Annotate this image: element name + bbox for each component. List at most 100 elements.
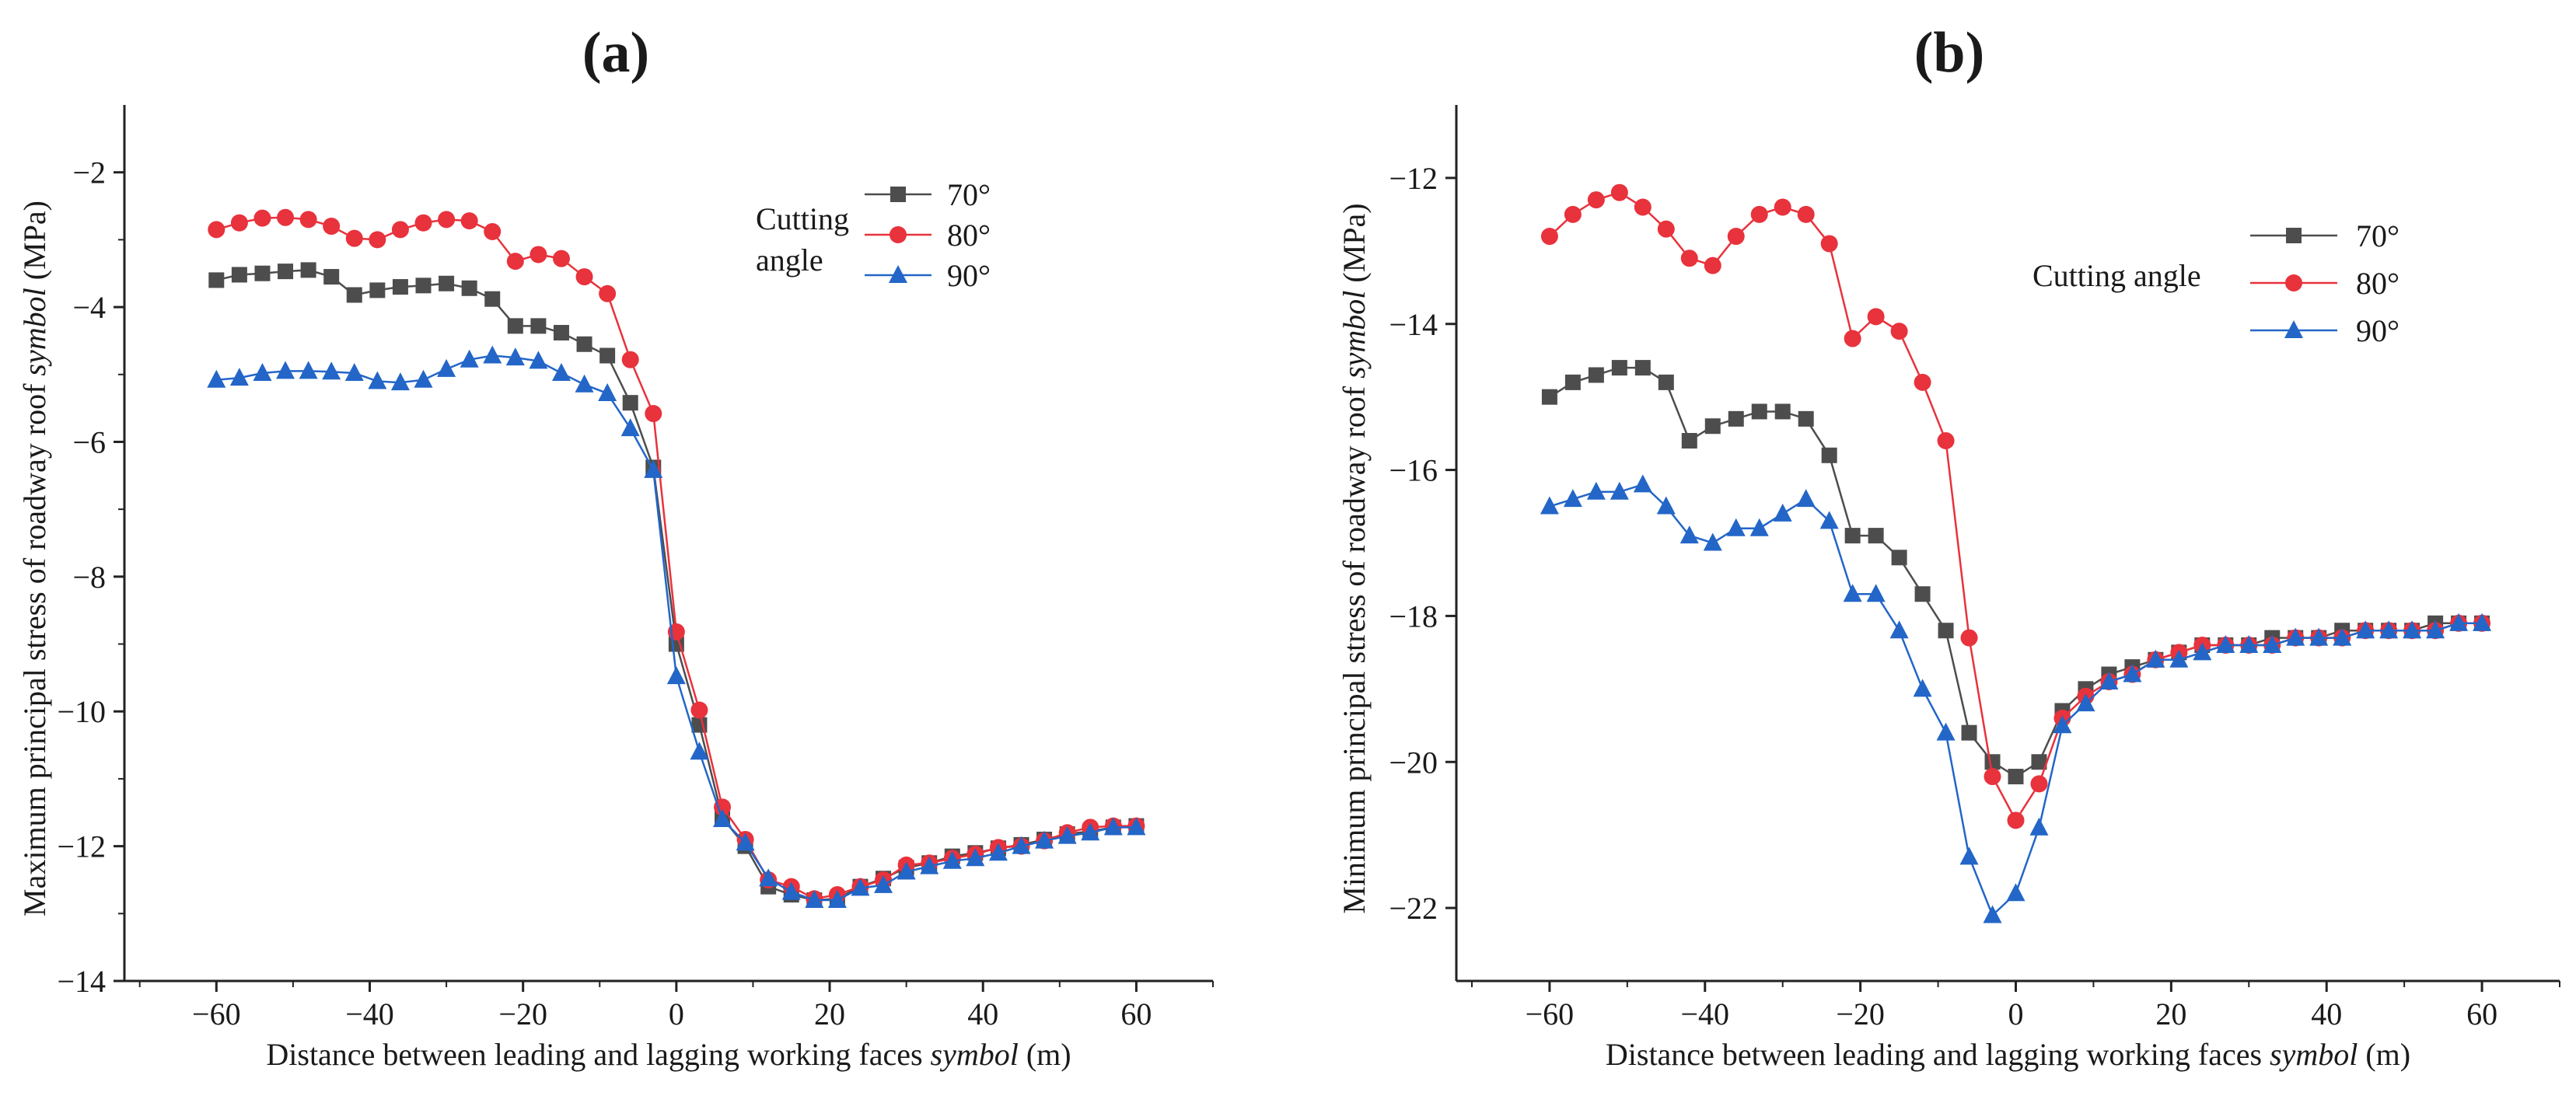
symbol-italic: symbol — [1337, 291, 1372, 379]
data-point — [390, 372, 410, 391]
data-point — [345, 229, 363, 247]
x-tick-label: −40 — [1680, 997, 1729, 1031]
label-part: (MPa) — [1337, 203, 1372, 290]
y-tick-label: −12 — [57, 829, 106, 864]
data-point — [484, 291, 501, 307]
legend-entry: 90° — [2250, 313, 2399, 348]
data-point — [1750, 205, 1768, 223]
data-point — [690, 701, 708, 719]
data-point — [2356, 620, 2375, 639]
data-point — [2193, 642, 2212, 661]
x-tick-label: 20 — [814, 997, 845, 1031]
data-point — [1726, 518, 1746, 536]
data-point — [391, 221, 409, 239]
series-line — [1549, 483, 2483, 917]
data-point — [1774, 403, 1791, 420]
data-point — [460, 349, 479, 368]
data-point — [897, 861, 916, 880]
data-point — [2007, 812, 2025, 829]
y-tick-label: −14 — [1389, 307, 1438, 342]
data-point — [530, 318, 547, 334]
data-point — [1634, 360, 1651, 376]
panel-title: (a) — [582, 21, 649, 85]
data-point — [322, 361, 341, 380]
data-point — [1914, 373, 1931, 391]
data-point — [1012, 836, 1031, 854]
data-point — [1983, 905, 2002, 923]
legend-entry: 80° — [865, 218, 991, 253]
legend-entry: 80° — [2250, 266, 2399, 301]
data-point — [1890, 323, 1908, 340]
data-point — [2379, 620, 2399, 639]
data-point — [437, 358, 456, 377]
y-tick-label: −22 — [1389, 891, 1438, 926]
x-tick-label: 60 — [1120, 997, 1152, 1031]
legend-title: Cutting — [756, 201, 849, 236]
x-axis-label: Distance between leading and lagging wor… — [266, 1037, 1071, 1072]
data-point — [1961, 724, 1977, 741]
data-point — [1540, 496, 1559, 515]
data-point — [323, 269, 340, 285]
data-point — [851, 878, 870, 896]
series-line — [1549, 366, 2483, 778]
legend-entry: 70° — [2250, 218, 2399, 253]
data-point — [1633, 474, 1652, 493]
legend-marker — [890, 226, 907, 243]
data-point — [344, 363, 364, 382]
x-tick-label: 40 — [2311, 997, 2342, 1031]
series-circle — [208, 208, 1145, 908]
data-point — [1564, 374, 1581, 390]
y-tick-label: −8 — [72, 560, 106, 595]
data-point — [278, 264, 294, 280]
data-point — [1127, 817, 1146, 836]
data-point — [620, 418, 640, 437]
data-point — [666, 666, 686, 685]
data-point — [805, 889, 824, 908]
symbol-italic: symbol — [931, 1037, 1019, 1072]
x-tick-label: 40 — [967, 997, 998, 1031]
data-point — [1844, 330, 1861, 347]
data-point — [1751, 403, 1767, 420]
data-point — [1587, 191, 1605, 209]
x-axis-label: Distance between leading and lagging wor… — [1606, 1037, 2410, 1072]
data-point — [460, 212, 478, 230]
data-point — [2169, 649, 2189, 668]
series-square — [208, 262, 1145, 908]
series-triangle — [207, 345, 1146, 908]
y-tick-label: −18 — [1389, 599, 1438, 634]
data-point — [369, 231, 386, 249]
series-triangle — [1540, 474, 2492, 923]
panel-title: (b) — [1914, 21, 1984, 85]
data-point — [1960, 629, 1978, 647]
label-part: Distance between leading and lagging wor… — [266, 1037, 930, 1072]
data-point — [369, 282, 386, 298]
data-point — [2263, 634, 2282, 653]
x-tick-label: −20 — [1836, 997, 1885, 1031]
data-point — [551, 363, 571, 382]
data-point — [2029, 817, 2049, 836]
data-point — [1984, 754, 2001, 770]
label-part: (MPa) — [17, 201, 52, 288]
data-point — [2099, 671, 2119, 689]
data-point — [1611, 360, 1627, 376]
data-point — [231, 267, 247, 283]
x-tick-label: −60 — [192, 997, 241, 1031]
data-point — [1959, 846, 1979, 865]
data-point — [2053, 715, 2072, 734]
data-point — [1866, 584, 1886, 602]
data-point — [276, 361, 295, 379]
data-point — [1819, 511, 1839, 529]
data-point — [530, 246, 547, 264]
data-point — [1540, 228, 1558, 246]
data-point — [1867, 308, 1885, 326]
data-point — [2473, 613, 2492, 631]
data-point — [622, 395, 638, 411]
data-point — [942, 850, 962, 869]
data-point — [1889, 620, 1909, 639]
data-point — [1541, 389, 1557, 405]
data-point — [1797, 205, 1815, 223]
data-point — [576, 336, 592, 352]
data-point — [2031, 754, 2047, 770]
label-part: Distance between leading and lagging wor… — [1606, 1037, 2270, 1072]
legend-marker — [889, 265, 907, 283]
